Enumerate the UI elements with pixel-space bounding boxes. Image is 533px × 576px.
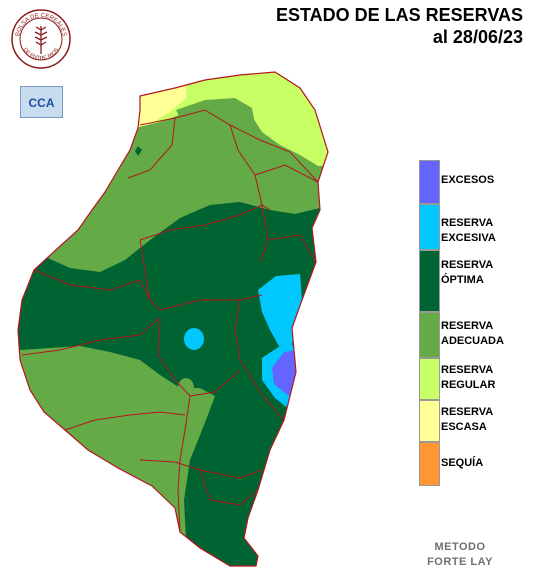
legend-swatch-excesiva — [419, 204, 440, 250]
islet — [135, 146, 142, 156]
legend-label-regular-1: RESERVA — [441, 364, 494, 376]
legend-label-escasa-1: RESERVA — [441, 406, 494, 418]
province-outline — [17, 71, 329, 567]
legend-label-sequia: SEQUÍA — [441, 457, 484, 469]
bolsa-cereales-seal-logo: BOLSA DE CEREALES DE ENTRE RIOS — [11, 9, 71, 69]
zone-excesos — [272, 350, 296, 398]
title-line-1: ESTADO DE LAS RESERVAS — [275, 5, 523, 25]
legend-swatch-optima — [419, 250, 440, 312]
legend-swatch-excesos — [419, 160, 440, 204]
legend-label-optima-2: ÓPTIMA — [441, 274, 484, 286]
method-line-2: FORTE LAY — [427, 556, 493, 568]
method-line-1: METODO — [434, 541, 486, 553]
legend-swatch-sequia — [419, 442, 440, 486]
legend-label-regular-2: REGULAR — [441, 379, 496, 391]
map-title: ESTADO DE LAS RESERVAS al 28/06/23 — [276, 4, 523, 48]
legend-label-excesos: EXCESOS — [441, 174, 495, 186]
zone-adecuada-spot — [178, 378, 194, 398]
legend-swatch-escasa — [419, 400, 440, 442]
method-note: METODO FORTE LAY — [422, 540, 498, 570]
department-borders — [21, 109, 319, 533]
legend-label-escasa-2: ESCASA — [441, 421, 487, 433]
cca-badge-text: CCA — [29, 96, 55, 110]
zone-excesiva-spot — [184, 328, 204, 350]
title-date: al 28/06/23 — [432, 27, 523, 47]
legend-swatch-regular — [419, 358, 440, 400]
legend-swatch-adecuada — [419, 312, 440, 358]
legend-label-excesiva-1: RESERVA — [441, 217, 494, 229]
wheat-icon — [34, 26, 48, 54]
legend-label-adecuada-1: RESERVA — [441, 320, 494, 332]
cca-badge: CCA — [20, 86, 63, 118]
zone-excesiva — [258, 274, 302, 348]
legend-label-optima-1: RESERVA — [441, 259, 494, 271]
legend-label-excesiva-2: EXCESIVA — [441, 232, 496, 244]
legend-label-adecuada-2: ADECUADA — [441, 335, 504, 347]
